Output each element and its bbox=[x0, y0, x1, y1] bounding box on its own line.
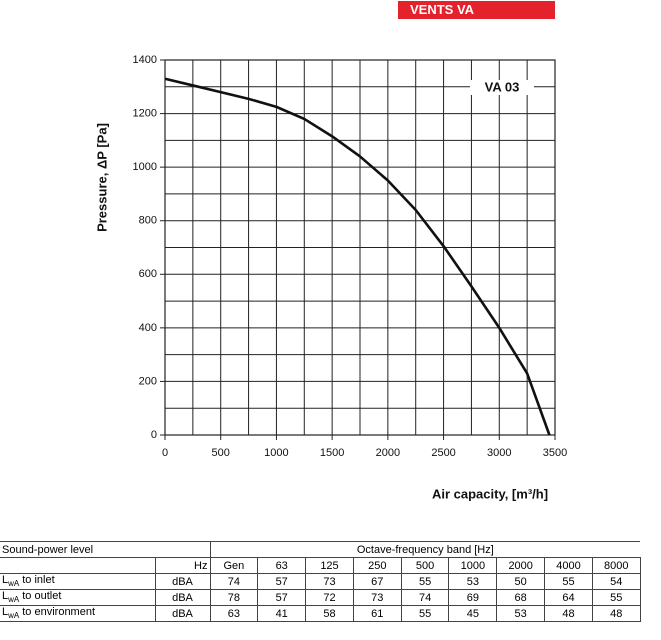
row-subscript: wA bbox=[8, 579, 20, 589]
x-tick-label: 1000 bbox=[264, 447, 288, 459]
y-tick-label: 0 bbox=[151, 429, 157, 441]
data-row: LwA to environment dBA 63 41 58 61 55 45 53 48 48 bbox=[0, 605, 641, 622]
y-tick-label: 600 bbox=[139, 268, 157, 280]
column-cell: Hz bbox=[154, 557, 211, 574]
data-cell: dBA bbox=[154, 573, 211, 590]
x-tick-label: 500 bbox=[212, 447, 230, 459]
data-cell: 41 bbox=[257, 605, 307, 622]
curve-label: VA 03 bbox=[485, 79, 520, 94]
data-cell: 72 bbox=[305, 589, 354, 606]
data-cell: 78 bbox=[209, 589, 259, 606]
header-cell: Sound-power level bbox=[0, 541, 210, 558]
row-label: LwA to inlet bbox=[0, 573, 156, 590]
data-cell: 73 bbox=[305, 573, 354, 590]
row-label: LwA to outlet bbox=[0, 589, 156, 606]
x-tick-label: 0 bbox=[162, 447, 168, 459]
x-tick-label: 1500 bbox=[320, 447, 344, 459]
data-cell: 48 bbox=[544, 605, 593, 622]
column-cell: 250 bbox=[352, 557, 402, 574]
row-label: LwA to environment bbox=[0, 605, 156, 622]
data-cell: 69 bbox=[448, 589, 498, 606]
column-cell: 4000 bbox=[544, 557, 593, 574]
row-text: to environment bbox=[22, 606, 96, 619]
data-cell: 74 bbox=[400, 589, 450, 606]
row-text: to inlet bbox=[22, 574, 55, 587]
curve bbox=[164, 77, 551, 436]
x-tick-label: 2000 bbox=[376, 447, 400, 459]
data-cell: 58 bbox=[305, 605, 354, 622]
x-tick-label: 3000 bbox=[487, 447, 511, 459]
row-subscript: wA bbox=[8, 611, 20, 621]
data-cell: 45 bbox=[448, 605, 498, 622]
column-cell: 125 bbox=[305, 557, 354, 574]
data-cell: 63 bbox=[209, 605, 259, 622]
data-cell: 55 bbox=[544, 573, 593, 590]
plot-frame bbox=[164, 59, 556, 436]
data-row: LwA to outlet dBA 78 57 72 73 74 69 68 64 55 bbox=[0, 589, 641, 606]
data-cell: 64 bbox=[544, 589, 593, 606]
column-cell: 8000 bbox=[591, 557, 641, 574]
data-cell: 53 bbox=[496, 605, 546, 622]
data-cell: 73 bbox=[352, 589, 402, 606]
sound-table: Sound-power level Octave-frequency band [… bbox=[0, 541, 641, 622]
row-symbol: L bbox=[2, 590, 9, 603]
data-cell: 53 bbox=[448, 573, 498, 590]
y-tick-label: 800 bbox=[139, 215, 157, 227]
data-cell: 57 bbox=[257, 573, 307, 590]
annotation-bg bbox=[470, 80, 534, 95]
y-tick-label: 1000 bbox=[133, 161, 157, 173]
column-cell: 500 bbox=[400, 557, 450, 574]
row-subscript: wA bbox=[8, 595, 20, 605]
row-text: to outlet bbox=[22, 590, 62, 603]
data-cell: 57 bbox=[257, 589, 307, 606]
column-cell: 2000 bbox=[496, 557, 546, 574]
empty-cell bbox=[0, 557, 156, 574]
data-cell: 67 bbox=[352, 573, 402, 590]
y-axis-label: Pressure, ΔP [Pa] bbox=[94, 123, 109, 232]
header-cell: Octave-frequency band [Hz] bbox=[209, 541, 641, 558]
x-axis-label: Air capacity, [m³/h] bbox=[432, 486, 548, 501]
data-cell: 74 bbox=[209, 573, 259, 590]
data-cell: 68 bbox=[496, 589, 546, 606]
data-cell: 55 bbox=[400, 573, 450, 590]
row-symbol: L bbox=[2, 574, 9, 587]
data-row: LwA to inlet dBA 74 57 73 67 55 53 50 55 54 bbox=[0, 573, 641, 590]
column-cell: 63 bbox=[257, 557, 307, 574]
data-cell: dBA bbox=[154, 605, 211, 622]
x-tick-label: 3500 bbox=[543, 447, 567, 459]
data-cell: 55 bbox=[591, 589, 641, 606]
y-tick-label: 200 bbox=[139, 375, 157, 387]
y-tick-label: 400 bbox=[139, 322, 157, 334]
header-title: VENTS VA bbox=[398, 1, 555, 19]
y-tick-label: 1200 bbox=[133, 107, 157, 119]
y-tick-label: 1400 bbox=[133, 54, 157, 66]
column-row: Hz Gen 63 125 250 500 1000 2000 4000 8000 bbox=[0, 557, 641, 574]
data-cell: 55 bbox=[400, 605, 450, 622]
column-cell: 1000 bbox=[448, 557, 498, 574]
data-cell: 48 bbox=[591, 605, 641, 622]
row-symbol: L bbox=[2, 606, 9, 619]
data-cell: dBA bbox=[154, 589, 211, 606]
data-cell: 61 bbox=[352, 605, 402, 622]
data-cell: 54 bbox=[591, 573, 641, 590]
chart: 0 200 400 600 800 1000 1200 1400 0 500 1000 1500 200… bbox=[94, 54, 567, 502]
header-row: Sound-power level Octave-frequency band [… bbox=[0, 541, 641, 558]
column-cell: Gen bbox=[209, 557, 259, 574]
x-tick-label: 2500 bbox=[431, 447, 455, 459]
data-cell: 50 bbox=[496, 573, 546, 590]
